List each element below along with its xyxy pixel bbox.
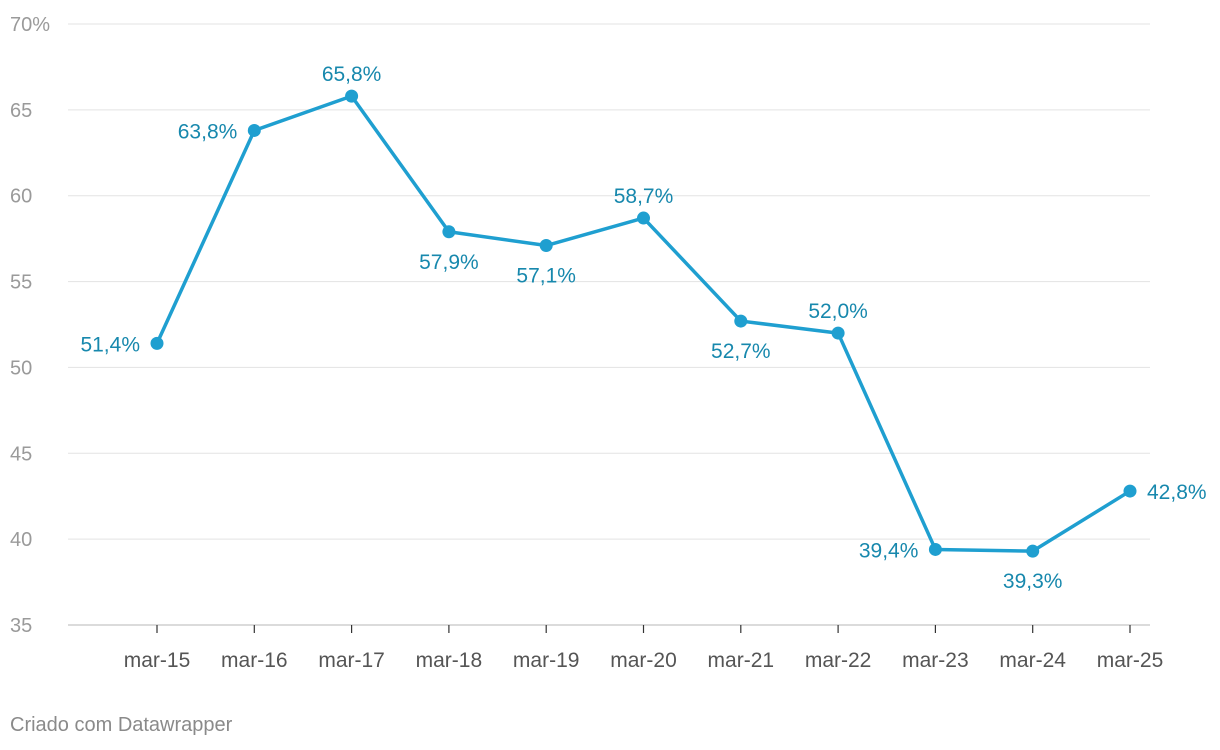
x-tick-label: mar-24 [999, 649, 1066, 672]
y-tick-label: 40 [10, 529, 32, 551]
y-tick-label: 65 [10, 100, 32, 122]
data-label: 63,8% [178, 120, 238, 143]
data-label: 65,8% [322, 63, 382, 86]
x-tick-label: mar-21 [708, 649, 775, 672]
data-point [247, 123, 261, 137]
series-line [155, 94, 1132, 553]
data-point [1026, 544, 1040, 558]
data-point [928, 542, 942, 556]
y-axis-ticks: 35 40 45 50 55 60 65 70% [10, 14, 50, 637]
grid-lines [68, 23, 1150, 626]
y-tick-label: 60 [10, 186, 32, 208]
x-tick-label: mar-15 [124, 649, 191, 672]
data-label: 57,1% [516, 265, 576, 288]
data-point [442, 225, 456, 239]
data-label: 42,8% [1147, 481, 1207, 504]
data-point [1123, 484, 1137, 498]
data-point [734, 314, 748, 328]
y-tick-label: 50 [10, 357, 32, 379]
y-tick-label: 35 [10, 615, 32, 637]
x-tick-label: mar-18 [416, 649, 483, 672]
data-label: 39,3% [1003, 570, 1063, 593]
data-label: 58,7% [614, 185, 674, 208]
x-tick-label: mar-16 [221, 649, 288, 672]
data-label: 52,0% [808, 300, 868, 323]
data-label: 57,9% [419, 251, 479, 274]
x-tick-label: mar-22 [805, 649, 872, 672]
data-labels: 51,4% 63,8% 65,8% 57,9% 57,1% 58,7% 52,7% 52,0%… [80, 63, 1206, 593]
data-point [637, 211, 650, 225]
data-point [539, 239, 553, 253]
data-label: 52,7% [711, 340, 771, 363]
data-label: 51,4% [80, 333, 140, 356]
x-axis-ticks: mar-15 mar-16 mar-17 mar-18 mar-19 mar-20 mar-… [124, 625, 1164, 672]
footer-credit: Criado com Datawrapper [10, 714, 233, 736]
x-tick-label: mar-23 [902, 649, 969, 672]
data-point [831, 326, 845, 340]
data-label: 39,4% [859, 539, 919, 562]
x-tick-label: mar-20 [610, 649, 677, 672]
y-tick-label: 70% [10, 14, 50, 36]
x-tick-label: mar-17 [318, 649, 385, 672]
y-tick-label: 55 [10, 272, 32, 294]
data-point [345, 89, 359, 103]
series-line-layer [155, 94, 1132, 553]
x-tick-label: mar-25 [1097, 649, 1164, 672]
y-tick-label: 45 [10, 443, 32, 465]
data-points [150, 89, 1137, 558]
data-point [150, 336, 164, 350]
x-tick-label: mar-19 [513, 649, 580, 672]
